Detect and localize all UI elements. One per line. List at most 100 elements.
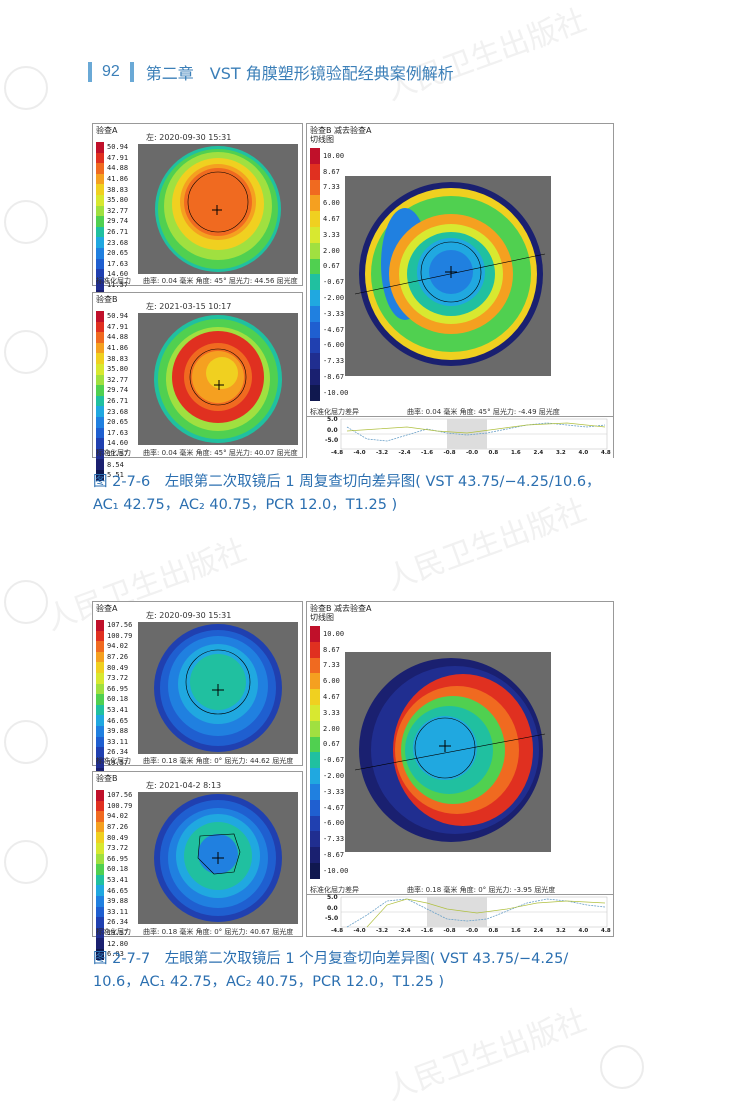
legend-swatch bbox=[310, 736, 320, 753]
legend-swatch bbox=[310, 195, 320, 212]
legend-value: -8.67 bbox=[323, 851, 345, 860]
legend-value: 41.86 bbox=[107, 175, 129, 184]
legend-entry: -3.33 bbox=[310, 783, 360, 800]
legend-entry: -7.33 bbox=[310, 831, 360, 848]
legend-swatch bbox=[96, 895, 104, 907]
legend-entry: 8.54 bbox=[96, 459, 138, 470]
exam-b-legend: 107.56 100.79 94.02 87.26 80.49 73.72 66.95 60.… bbox=[96, 790, 138, 960]
legend-swatch bbox=[310, 369, 320, 385]
legend-entry: 4.67 bbox=[310, 211, 360, 227]
legend-value: 53.41 bbox=[107, 876, 129, 885]
legend-entry: 47.91 bbox=[96, 152, 138, 164]
legend-entry: 46.65 bbox=[96, 885, 138, 896]
legend-value: 12.80 bbox=[107, 939, 129, 948]
legend-value: -2.00 bbox=[323, 772, 345, 781]
legend-entry: 38.83 bbox=[96, 184, 138, 195]
legend-value: 39.88 bbox=[107, 727, 129, 736]
legend-value: 60.18 bbox=[107, 695, 129, 704]
graph-x-tick: 0.8 bbox=[488, 928, 499, 934]
legend-value: -8.67 bbox=[323, 373, 345, 382]
legend-swatch bbox=[96, 715, 104, 726]
legend-entry: 100.79 bbox=[96, 800, 138, 812]
legend-entry: 87.26 bbox=[96, 821, 138, 833]
graph-x-tick: -0.0 bbox=[466, 450, 479, 456]
exam-a-date: 左: 2020-09-30 15:31 bbox=[146, 611, 232, 620]
graph-x-tick: 4.8 bbox=[601, 928, 611, 934]
legend-value: 11.57 bbox=[107, 281, 129, 290]
legend-value: -7.33 bbox=[323, 835, 345, 844]
legend-swatch bbox=[96, 216, 104, 227]
legend-value: -7.33 bbox=[323, 357, 345, 366]
legend-swatch bbox=[96, 662, 104, 673]
legend-swatch bbox=[310, 258, 320, 275]
graph-x-tick: -0.8 bbox=[443, 928, 456, 934]
legend-entry: 19.57 bbox=[96, 757, 138, 769]
legend-entry: 23.68 bbox=[96, 406, 138, 417]
legend-value: 10.00 bbox=[323, 629, 345, 638]
legend-value: 7.33 bbox=[323, 183, 340, 192]
difference-panel: 验查B 减去验查A 切线图 10.00 8.67 7.33 6.00 4.67 3.33 2… bbox=[306, 601, 614, 937]
legend-value: 94.02 bbox=[107, 642, 129, 651]
graph-x-tick: -0.0 bbox=[466, 928, 479, 934]
graph-x-tick: -4.8 bbox=[331, 928, 344, 934]
legend-entry: 73.72 bbox=[96, 672, 138, 684]
legend-value: 26.34 bbox=[107, 918, 129, 927]
legend-swatch bbox=[96, 948, 104, 960]
legend-entry: -7.33 bbox=[310, 353, 360, 370]
graph-x-tick: 4.0 bbox=[578, 928, 589, 934]
page-number: 92 bbox=[102, 63, 120, 80]
legend-entry: 14.60 bbox=[96, 438, 138, 449]
legend-swatch bbox=[96, 321, 104, 333]
legend-entry: 17.63 bbox=[96, 258, 138, 270]
legend-value: 33.11 bbox=[107, 737, 129, 746]
legend-value: 4.67 bbox=[323, 693, 340, 702]
legend-entry: 53.41 bbox=[96, 704, 138, 716]
legend-swatch bbox=[96, 152, 104, 164]
watermark-seal bbox=[4, 200, 48, 244]
legend-swatch bbox=[310, 274, 320, 291]
legend-value: 26.71 bbox=[107, 228, 129, 237]
legend-swatch bbox=[96, 651, 104, 663]
legend-swatch bbox=[96, 438, 104, 449]
legend-entry: 94.02 bbox=[96, 811, 138, 822]
legend-swatch bbox=[310, 862, 320, 879]
legend-entry: -3.33 bbox=[310, 305, 360, 322]
exam-b-topography-map bbox=[138, 792, 298, 924]
legend-value: 47.91 bbox=[107, 153, 129, 162]
legend-value: 4.67 bbox=[323, 215, 340, 224]
legend-swatch bbox=[96, 353, 104, 364]
legend-value: 3.33 bbox=[323, 230, 340, 239]
legend-swatch bbox=[96, 184, 104, 195]
legend-swatch bbox=[96, 258, 104, 270]
header-bar bbox=[129, 62, 134, 82]
exam-b-topography-map bbox=[138, 313, 298, 445]
graph-x-tick: 1.6 bbox=[511, 928, 521, 934]
legend-entry: 6.00 bbox=[310, 195, 360, 212]
legend-value: 80.49 bbox=[107, 663, 129, 672]
legend-entry: 66.95 bbox=[96, 853, 138, 865]
legend-entry: 35.80 bbox=[96, 363, 138, 375]
legend-value: 44.88 bbox=[107, 333, 129, 342]
watermark-seal bbox=[4, 840, 48, 884]
legend-swatch bbox=[96, 427, 104, 439]
legend-entry: 44.88 bbox=[96, 163, 138, 174]
legend-entry: 32.77 bbox=[96, 374, 138, 386]
legend-entry: 2.00 bbox=[310, 242, 360, 259]
legend-swatch bbox=[96, 641, 104, 652]
graph-x-axis: -4.8 -4.0 -3.2 -2.4 -1.6 -0.8 -0.0 0.8 1.6 2.4 3.2… bbox=[331, 928, 611, 936]
legend-value: 41.86 bbox=[107, 344, 129, 353]
legend-swatch bbox=[96, 237, 104, 248]
legend-entry: 26.34 bbox=[96, 917, 138, 928]
legend-swatch bbox=[96, 917, 104, 928]
legend-entry: 100.79 bbox=[96, 630, 138, 642]
chapter-title: 第二章 VST 角膜塑形镜验配经典案例解析 bbox=[145, 64, 454, 83]
difference-unit-label: 标准化屈力差异 bbox=[310, 886, 359, 894]
legend-swatch bbox=[96, 736, 104, 748]
exam-a-panel: 验查A 左: 2020-09-30 15:31 107.56 100.79 94.0… bbox=[92, 601, 303, 790]
legend-value: 73.72 bbox=[107, 844, 129, 853]
legend-swatch bbox=[96, 279, 104, 291]
difference-title: 验查B 减去验查A bbox=[310, 604, 372, 613]
legend-swatch bbox=[96, 163, 104, 174]
legend-entry: 7.33 bbox=[310, 179, 360, 196]
legend-value: 2.00 bbox=[323, 246, 340, 255]
